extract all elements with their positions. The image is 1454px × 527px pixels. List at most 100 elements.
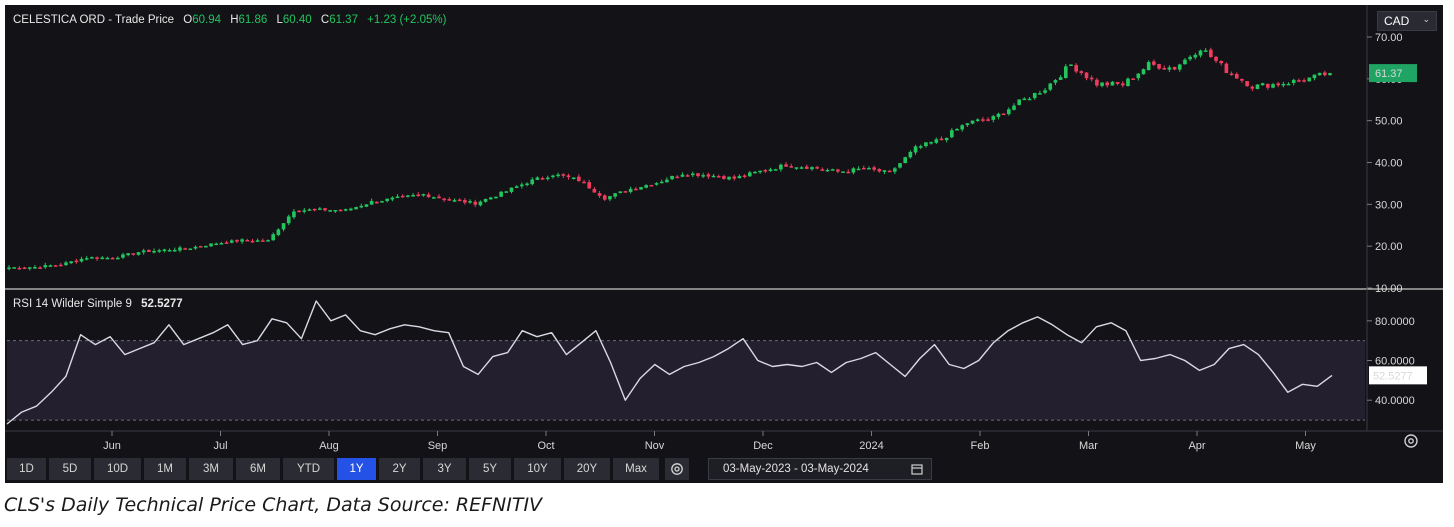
candle-body: [395, 196, 400, 199]
period-button-ytd[interactable]: YTD: [283, 458, 334, 480]
period-button-5y[interactable]: 5Y: [469, 458, 511, 480]
candle-body: [514, 186, 519, 188]
candle-body: [318, 208, 322, 210]
axis-settings-icon[interactable]: [1401, 433, 1421, 453]
candle-body: [944, 137, 949, 141]
rsi-band: [7, 340, 1365, 421]
candle-body: [706, 174, 711, 177]
candle-body: [1131, 78, 1135, 80]
period-button-1d[interactable]: 1D: [7, 458, 46, 480]
candle-body: [737, 176, 742, 179]
candle-body: [338, 209, 343, 212]
candle-body: [872, 167, 876, 170]
candle-body: [877, 169, 882, 172]
candle-body: [965, 123, 970, 126]
candle-body: [323, 208, 327, 211]
time-tick-label: Jul: [213, 440, 227, 452]
change-value: +1.23 (+2.05%): [367, 14, 446, 26]
time-tick-label: Dec: [753, 440, 773, 452]
date-range-picker[interactable]: 03-May-2023 - 03-May-2024: [708, 458, 932, 480]
price-and-rsi-chart[interactable]: CELESTICA ORD - Trade Price O60.94 H61.8…: [5, 5, 1443, 483]
period-button-2y[interactable]: 2Y: [379, 458, 420, 480]
candle-body: [504, 191, 509, 193]
candle-body: [634, 188, 638, 191]
candle-body: [364, 204, 369, 207]
rsi-tick-label: 40.0000: [1375, 395, 1415, 407]
period-button-5d[interactable]: 5D: [49, 458, 91, 480]
rsi-label: RSI 14 Wilder Simple 9: [13, 298, 132, 310]
candle-body: [690, 173, 695, 176]
candle-body: [893, 168, 897, 172]
candle-body: [209, 243, 213, 247]
candle-body: [856, 168, 861, 171]
candle-body: [851, 168, 856, 173]
period-button-3y[interactable]: 3Y: [423, 458, 466, 480]
candle-body: [457, 199, 462, 202]
candle-body: [898, 163, 902, 168]
candle-body: [556, 174, 560, 177]
candle-body: [763, 170, 768, 172]
candle-body: [929, 142, 933, 144]
candle-body: [975, 119, 980, 121]
candle-body: [463, 200, 467, 203]
chart-header: CELESTICA ORD - Trade Price O60.94 H61.8…: [13, 14, 447, 26]
last-price-badge-text: 61.37: [1375, 68, 1403, 80]
currency-dropdown[interactable]: CAD ⌄: [1377, 11, 1437, 31]
period-button-1y[interactable]: 1Y: [337, 458, 376, 480]
rsi-current-value: 52.5277: [141, 298, 183, 310]
candle-body: [1120, 83, 1125, 86]
period-button-3m[interactable]: 3M: [189, 458, 233, 480]
candle-body: [48, 265, 53, 267]
candle-body: [779, 164, 783, 170]
candle-body: [354, 207, 358, 210]
low-key: L: [276, 14, 283, 26]
period-button-1m[interactable]: 1M: [144, 458, 186, 480]
candle-body: [188, 248, 193, 251]
chart-frame: CELESTICA ORD - Trade Price O60.94 H61.8…: [5, 5, 1443, 483]
candle-body: [1001, 113, 1006, 116]
candle-body: [1312, 74, 1317, 79]
candle-body: [784, 164, 788, 167]
price-tick-label: 70.00: [1375, 32, 1403, 44]
period-button-max[interactable]: Max: [613, 458, 659, 480]
candle-body: [732, 176, 737, 179]
candle-body: [1105, 82, 1110, 86]
candle-body: [722, 176, 726, 179]
candle-body: [991, 116, 996, 120]
candle-body: [680, 174, 685, 177]
period-button-10d[interactable]: 10D: [94, 458, 141, 480]
rsi-value-badge: [1369, 366, 1427, 385]
candle-body: [400, 195, 405, 198]
candle-body: [488, 197, 493, 200]
period-button-6m[interactable]: 6M: [236, 458, 280, 480]
settings-gear-icon[interactable]: [665, 458, 689, 480]
candle-body: [147, 249, 151, 252]
candle-body: [540, 178, 545, 180]
candle-body: [639, 187, 643, 190]
candle-body: [1152, 61, 1156, 65]
figure-caption: CLS's Daily Technical Price Chart, Data …: [4, 494, 543, 516]
candle-body: [105, 257, 110, 260]
candle-body: [343, 209, 348, 211]
candle-body: [608, 196, 612, 200]
price-tick-label: 50.00: [1375, 116, 1403, 128]
candle-body: [224, 242, 229, 244]
low-value: 60.40: [283, 14, 312, 26]
candle-body: [426, 194, 431, 198]
candle-body: [520, 184, 524, 187]
candle-body: [551, 175, 555, 178]
candle-body: [530, 179, 535, 185]
candle-body: [1188, 56, 1192, 60]
candle-body: [525, 183, 529, 186]
candle-body: [758, 170, 762, 173]
period-button-20y[interactable]: 20Y: [564, 458, 610, 480]
candle-body: [447, 199, 452, 201]
candle-body: [582, 181, 586, 184]
candle-body: [1141, 69, 1146, 75]
candle-body: [27, 267, 32, 269]
rsi-tick-label: 60.0000: [1375, 356, 1415, 368]
candle-body: [665, 179, 669, 183]
candle-body: [312, 208, 317, 211]
period-button-10y[interactable]: 10Y: [514, 458, 561, 480]
candle-body: [675, 176, 680, 179]
